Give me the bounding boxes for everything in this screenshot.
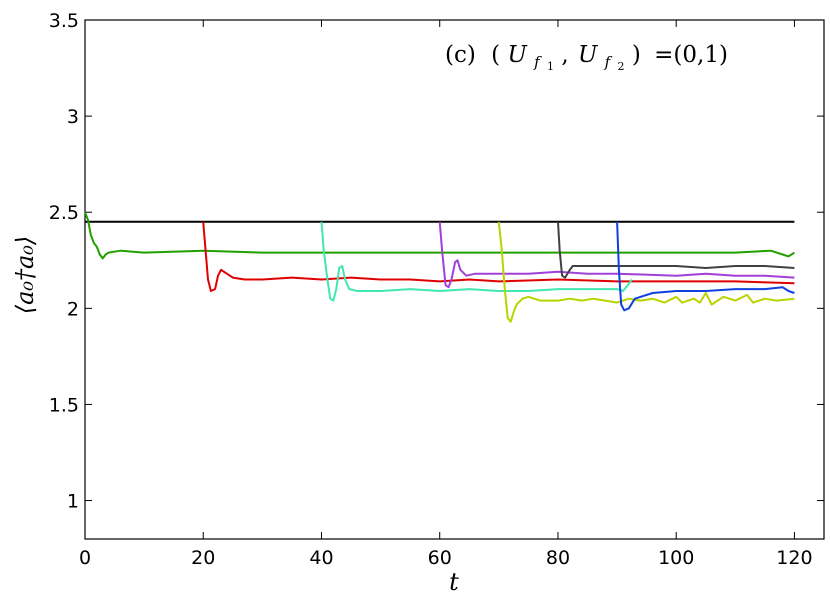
y-tick-label: 3 [67,106,79,128]
annotation-var-1: U [507,42,528,68]
svg-text:(c) ( U f: (c) ( U f 1 , U f 2 ) =(0,1) [445,42,728,76]
annotation-subsub-1: 1 [547,60,554,73]
series-line-8 [616,221,795,312]
series-line-3 [202,221,795,292]
y-tick-label: 1.5 [49,394,79,416]
y-axis-label-text: ⟨a₀†a₀⟩ [11,236,39,315]
annotation-prefix: (c) [445,42,476,68]
y-tick-label: 2 [67,298,79,320]
series-line-2 [84,211,795,260]
x-tick-label: 120 [776,547,812,569]
series-line-4 [320,221,633,302]
x-tick-label: 80 [546,547,570,569]
x-tick-label: 100 [658,547,694,569]
y-tick-label: 1 [67,491,79,513]
series-group [84,211,795,323]
annotation-sub-1: f [533,53,542,71]
y-axis-label: ⟨a₀†a₀⟩ [11,236,39,315]
annotation-subsub-2: 2 [618,60,625,73]
tick-labels: 0 20 40 60 80 100 120 1 1.5 2 2.5 3 3.5 [49,10,813,569]
y-tick-label: 3.5 [49,10,79,32]
axis-ticks [84,19,824,539]
series-line-7 [557,221,795,279]
x-tick-label: 60 [428,547,452,569]
series-line-5 [438,221,795,289]
annotation-comma: , [561,42,568,68]
x-tick-label: 20 [191,547,215,569]
annotation-var-2: U [578,42,599,68]
annotation: (c) ( U f 1 , U f 2 ) =(0,1) [445,42,728,76]
x-axis-label: t [449,568,459,596]
y-tick-label: 2.5 [49,202,79,224]
x-tick-label: 40 [309,547,333,569]
series-line-6 [497,221,795,323]
x-tick-label: 0 [79,547,91,569]
annotation-close: ) [632,42,641,68]
annotation-open: ( [491,42,500,68]
annotation-value: =(0,1) [654,42,728,68]
annotation-sub-2: f [604,53,613,71]
